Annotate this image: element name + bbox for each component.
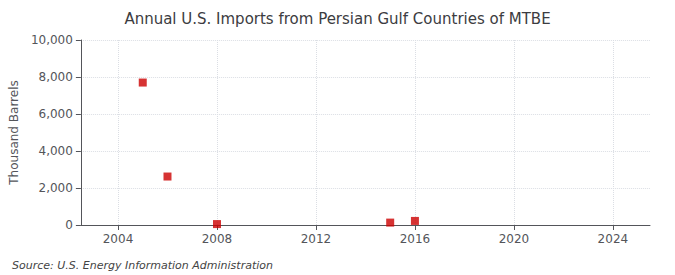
svg-text:10,000: 10,000 xyxy=(31,33,73,47)
svg-text:6,000: 6,000 xyxy=(39,107,73,121)
svg-text:2012: 2012 xyxy=(301,232,332,246)
svg-text:Source: U.S. Energy Informatio: Source: U.S. Energy Information Administ… xyxy=(12,259,273,272)
svg-text:Thousand Barrels: Thousand Barrels xyxy=(7,80,21,185)
svg-text:0: 0 xyxy=(65,218,73,232)
svg-text:8,000: 8,000 xyxy=(39,70,73,84)
svg-text:4,000: 4,000 xyxy=(39,144,73,158)
svg-text:2,000: 2,000 xyxy=(39,181,73,195)
svg-text:2004: 2004 xyxy=(103,232,134,246)
svg-text:2024: 2024 xyxy=(598,232,629,246)
svg-text:2020: 2020 xyxy=(499,232,530,246)
svg-text:2008: 2008 xyxy=(202,232,233,246)
svg-text:Annual U.S. Imports from Persi: Annual U.S. Imports from Persian Gulf Co… xyxy=(124,10,550,28)
svg-text:2016: 2016 xyxy=(400,232,431,246)
